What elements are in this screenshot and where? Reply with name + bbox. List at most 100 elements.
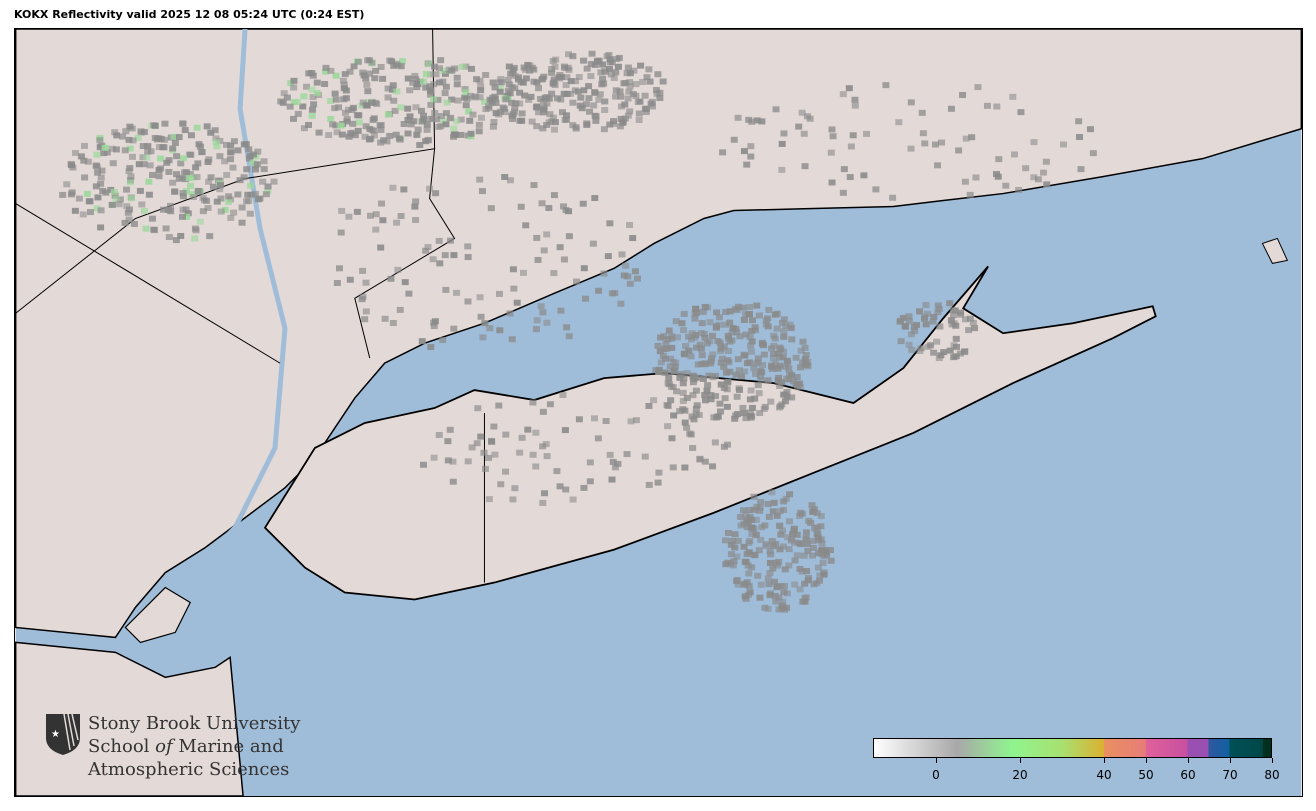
echo-cell <box>205 178 213 185</box>
echo-cell <box>814 534 822 541</box>
echo-cell <box>818 540 826 547</box>
echo-cell <box>404 75 412 82</box>
echo-cell <box>465 108 473 115</box>
echo-cell <box>489 79 497 86</box>
echo-cell <box>905 313 913 320</box>
echo-cell <box>930 349 938 356</box>
echo-cell <box>155 144 163 151</box>
echo-cell <box>569 496 577 503</box>
echo-cell <box>528 118 536 125</box>
colorbar-tick-mark <box>1146 758 1147 763</box>
echo-cell <box>575 416 583 423</box>
echo-cell <box>722 309 730 316</box>
echo-cell <box>734 537 742 544</box>
echo-cell <box>768 362 776 369</box>
echo-cell <box>758 118 766 125</box>
echo-cell <box>532 104 540 111</box>
echo-cell <box>734 581 742 588</box>
echo-cell <box>816 572 824 579</box>
echo-cell <box>801 344 809 351</box>
echo-cell <box>400 186 408 193</box>
echo-cell <box>431 110 439 117</box>
mainland-ny-ct <box>15 29 1302 639</box>
echo-cell <box>186 171 194 178</box>
echo-cell <box>895 119 903 126</box>
echo-cell <box>370 132 378 139</box>
echo-cell <box>587 60 595 67</box>
echo-cell <box>434 96 442 103</box>
echo-cell <box>71 207 79 214</box>
echo-cell <box>148 215 156 222</box>
echo-cell <box>726 308 734 315</box>
echo-cell <box>889 194 897 201</box>
echo-cell <box>601 98 609 105</box>
echo-cell <box>574 88 582 95</box>
echo-cell <box>234 147 242 154</box>
echo-cell <box>397 104 405 111</box>
echo-cell <box>191 235 199 242</box>
echo-cell <box>605 65 613 72</box>
echo-cell <box>96 144 104 151</box>
echo-cell <box>216 153 224 160</box>
echo-cell <box>665 375 673 382</box>
echo-cell <box>717 359 725 366</box>
echo-cell <box>747 414 755 421</box>
echo-cell <box>481 465 489 472</box>
echo-cell <box>758 524 766 531</box>
echo-cell <box>475 128 483 135</box>
echo-cell <box>699 375 707 382</box>
echo-cell <box>783 604 790 611</box>
echo-cell <box>442 121 450 128</box>
echo-cell <box>703 387 711 394</box>
echo-cell <box>742 415 750 422</box>
echo-cell <box>495 402 503 409</box>
echo-cell <box>746 396 754 403</box>
echo-cell <box>532 463 540 470</box>
echo-cell <box>557 96 565 103</box>
echo-cell <box>739 304 747 311</box>
echo-cell <box>309 94 317 101</box>
echo-cell <box>136 187 144 194</box>
echo-cell <box>391 107 399 114</box>
echo-cell <box>141 207 148 214</box>
echo-cell <box>222 141 230 148</box>
echo-cell <box>772 106 780 113</box>
echo-cell <box>501 173 509 180</box>
block-island <box>1261 237 1289 264</box>
echo-cell <box>792 354 800 361</box>
echo-cell <box>107 186 115 193</box>
echo-cell <box>125 136 133 143</box>
echo-cell <box>762 542 770 549</box>
echo-cell <box>329 121 337 128</box>
echo-cell <box>335 104 343 111</box>
echo-cell <box>614 460 622 467</box>
echo-cell <box>773 325 781 332</box>
echo-cell <box>654 342 662 349</box>
echo-cell <box>381 315 389 322</box>
echo-cell <box>707 392 715 399</box>
echo-cell <box>808 552 816 559</box>
echo-cell <box>785 518 793 525</box>
echo-cell <box>922 321 930 328</box>
logo-line-3: Atmospheric Sciences <box>88 759 290 780</box>
echo-cell <box>556 483 564 490</box>
echo-cell <box>548 118 556 125</box>
echo-cell <box>778 319 786 326</box>
echo-cell <box>111 129 119 136</box>
echo-cell <box>212 135 220 142</box>
echo-cell <box>429 256 437 263</box>
echo-cell <box>564 64 572 71</box>
echo-cell <box>379 75 387 82</box>
echo-cell <box>63 181 71 188</box>
echo-cell <box>417 107 425 114</box>
echo-cell <box>205 156 213 163</box>
echo-cell <box>458 63 466 70</box>
echo-cell <box>260 166 268 173</box>
echo-cell <box>193 124 201 131</box>
echo-cell <box>713 309 721 316</box>
echo-cell <box>128 153 136 160</box>
echo-cell <box>908 346 916 353</box>
echo-cell <box>773 310 781 317</box>
echo-cell <box>468 444 476 451</box>
echo-cell <box>974 84 982 91</box>
